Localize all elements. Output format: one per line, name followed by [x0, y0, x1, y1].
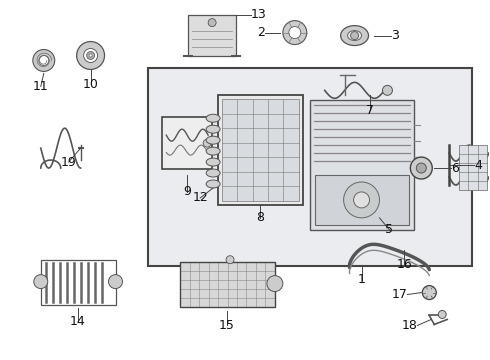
- Ellipse shape: [206, 147, 220, 155]
- Ellipse shape: [206, 136, 220, 144]
- Text: 8: 8: [256, 211, 264, 224]
- Text: 17: 17: [392, 288, 407, 301]
- Text: 12: 12: [192, 192, 208, 204]
- Ellipse shape: [206, 180, 220, 188]
- Circle shape: [383, 85, 392, 95]
- Circle shape: [438, 310, 446, 319]
- Ellipse shape: [206, 169, 220, 177]
- Circle shape: [34, 275, 48, 289]
- Bar: [162, 117, 212, 169]
- Ellipse shape: [347, 31, 362, 41]
- Circle shape: [87, 51, 95, 59]
- Circle shape: [410, 157, 432, 179]
- Text: 18: 18: [401, 319, 417, 332]
- Circle shape: [89, 54, 92, 57]
- Circle shape: [76, 41, 104, 69]
- Text: 10: 10: [83, 78, 98, 91]
- Bar: [180, 262, 275, 306]
- Bar: [310, 100, 415, 230]
- Circle shape: [226, 256, 234, 264]
- Text: 15: 15: [219, 319, 235, 332]
- Ellipse shape: [206, 158, 220, 166]
- Text: 19: 19: [61, 156, 76, 168]
- Circle shape: [203, 139, 211, 147]
- Bar: [148, 68, 472, 266]
- Bar: [222, 99, 299, 201]
- Bar: [459, 145, 487, 190]
- Circle shape: [343, 182, 379, 218]
- Text: 2: 2: [257, 26, 265, 39]
- Circle shape: [422, 285, 436, 300]
- Circle shape: [283, 21, 307, 45]
- Text: 13: 13: [251, 8, 267, 21]
- Text: 7: 7: [366, 104, 373, 117]
- Bar: [188, 15, 236, 57]
- Text: 1: 1: [358, 273, 366, 286]
- Circle shape: [84, 49, 98, 62]
- Circle shape: [354, 192, 369, 208]
- Text: 9: 9: [183, 185, 191, 198]
- Text: 5: 5: [386, 223, 393, 236]
- Text: 6: 6: [451, 162, 459, 175]
- Bar: [41, 260, 116, 305]
- Ellipse shape: [341, 26, 368, 45]
- Circle shape: [33, 50, 55, 71]
- Bar: [315, 175, 409, 225]
- Ellipse shape: [206, 114, 220, 122]
- Circle shape: [350, 32, 359, 40]
- Ellipse shape: [206, 125, 220, 133]
- Text: 4: 4: [474, 158, 482, 172]
- Circle shape: [416, 163, 426, 173]
- Circle shape: [267, 276, 283, 292]
- Text: 16: 16: [396, 258, 412, 271]
- Text: 11: 11: [33, 80, 49, 93]
- Circle shape: [208, 19, 216, 27]
- Bar: [180, 262, 275, 306]
- Text: 3: 3: [392, 29, 399, 42]
- Circle shape: [39, 55, 49, 66]
- Circle shape: [108, 275, 122, 289]
- Bar: [218, 95, 303, 205]
- Text: 14: 14: [70, 315, 86, 328]
- Circle shape: [289, 27, 301, 39]
